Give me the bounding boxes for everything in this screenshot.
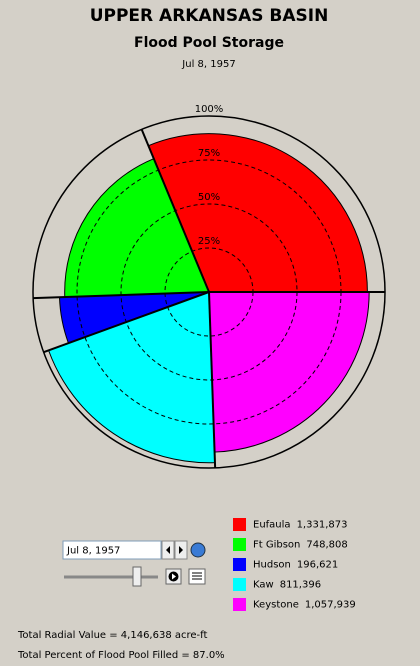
- legend-swatch: [233, 578, 246, 591]
- slider-thumb[interactable]: [132, 566, 142, 587]
- globe-button[interactable]: [190, 542, 206, 558]
- chart-subtitle: Flood Pool Storage: [134, 35, 284, 51]
- wedge-boundary: [33, 291, 210, 300]
- r-tick-label: 25%: [198, 236, 220, 247]
- r-tick-label: 50%: [198, 192, 220, 203]
- footer-total-value: Total Radial Value = 4,146,638 acre-ft: [17, 630, 207, 641]
- date-input[interactable]: [62, 540, 162, 560]
- wedge-boundary: [208, 291, 217, 468]
- legend-name: Ft Gibson: [253, 540, 300, 551]
- wedge-boundary: [140, 129, 210, 293]
- legend-label: Hudson 196,621: [253, 560, 338, 571]
- report-icon: [192, 572, 202, 580]
- legend-value: 748,808: [306, 540, 347, 551]
- footer-total-percent: Total Percent of Flood Pool Filled = 87.…: [17, 650, 225, 661]
- legend-name: Kaw: [253, 580, 274, 591]
- prev-icon: [166, 546, 170, 554]
- chart-title: UPPER ARKANSAS BASIN: [90, 6, 329, 26]
- wedge: [208, 291, 370, 453]
- legend-value: 196,621: [297, 560, 338, 571]
- legend-swatch: [233, 518, 246, 531]
- legend-name: Eufaula: [253, 520, 291, 531]
- legend-value: 1,331,873: [297, 520, 348, 531]
- legend-value: 811,396: [280, 580, 321, 591]
- date-input-text: Jul 8, 1957: [66, 546, 120, 557]
- legend-swatch: [233, 558, 246, 571]
- wedge: [64, 158, 210, 298]
- legend-name: Hudson: [253, 560, 291, 571]
- legend-value: 1,057,939: [305, 600, 356, 611]
- r-tick-label: 100%: [195, 104, 224, 115]
- legend-label: Ft Gibson 748,808: [253, 540, 348, 551]
- next-icon: [179, 546, 183, 554]
- legend-swatch: [233, 538, 246, 551]
- wedge: [47, 291, 216, 464]
- chart-date: Jul 8, 1957: [181, 59, 235, 70]
- legend-label: Eufaula 1,331,873: [253, 520, 347, 531]
- legend-label: Keystone 1,057,939: [253, 600, 356, 611]
- r-tick-label: 75%: [198, 148, 220, 159]
- play-icon: [172, 573, 176, 580]
- wedge: [147, 133, 368, 293]
- wedge-boundary: [43, 291, 210, 354]
- legend-swatch: [233, 598, 246, 611]
- date-control: Jul 8, 1957: [62, 540, 206, 587]
- legend-label: Kaw 811,396: [253, 580, 321, 591]
- legend-name: Keystone: [253, 600, 299, 611]
